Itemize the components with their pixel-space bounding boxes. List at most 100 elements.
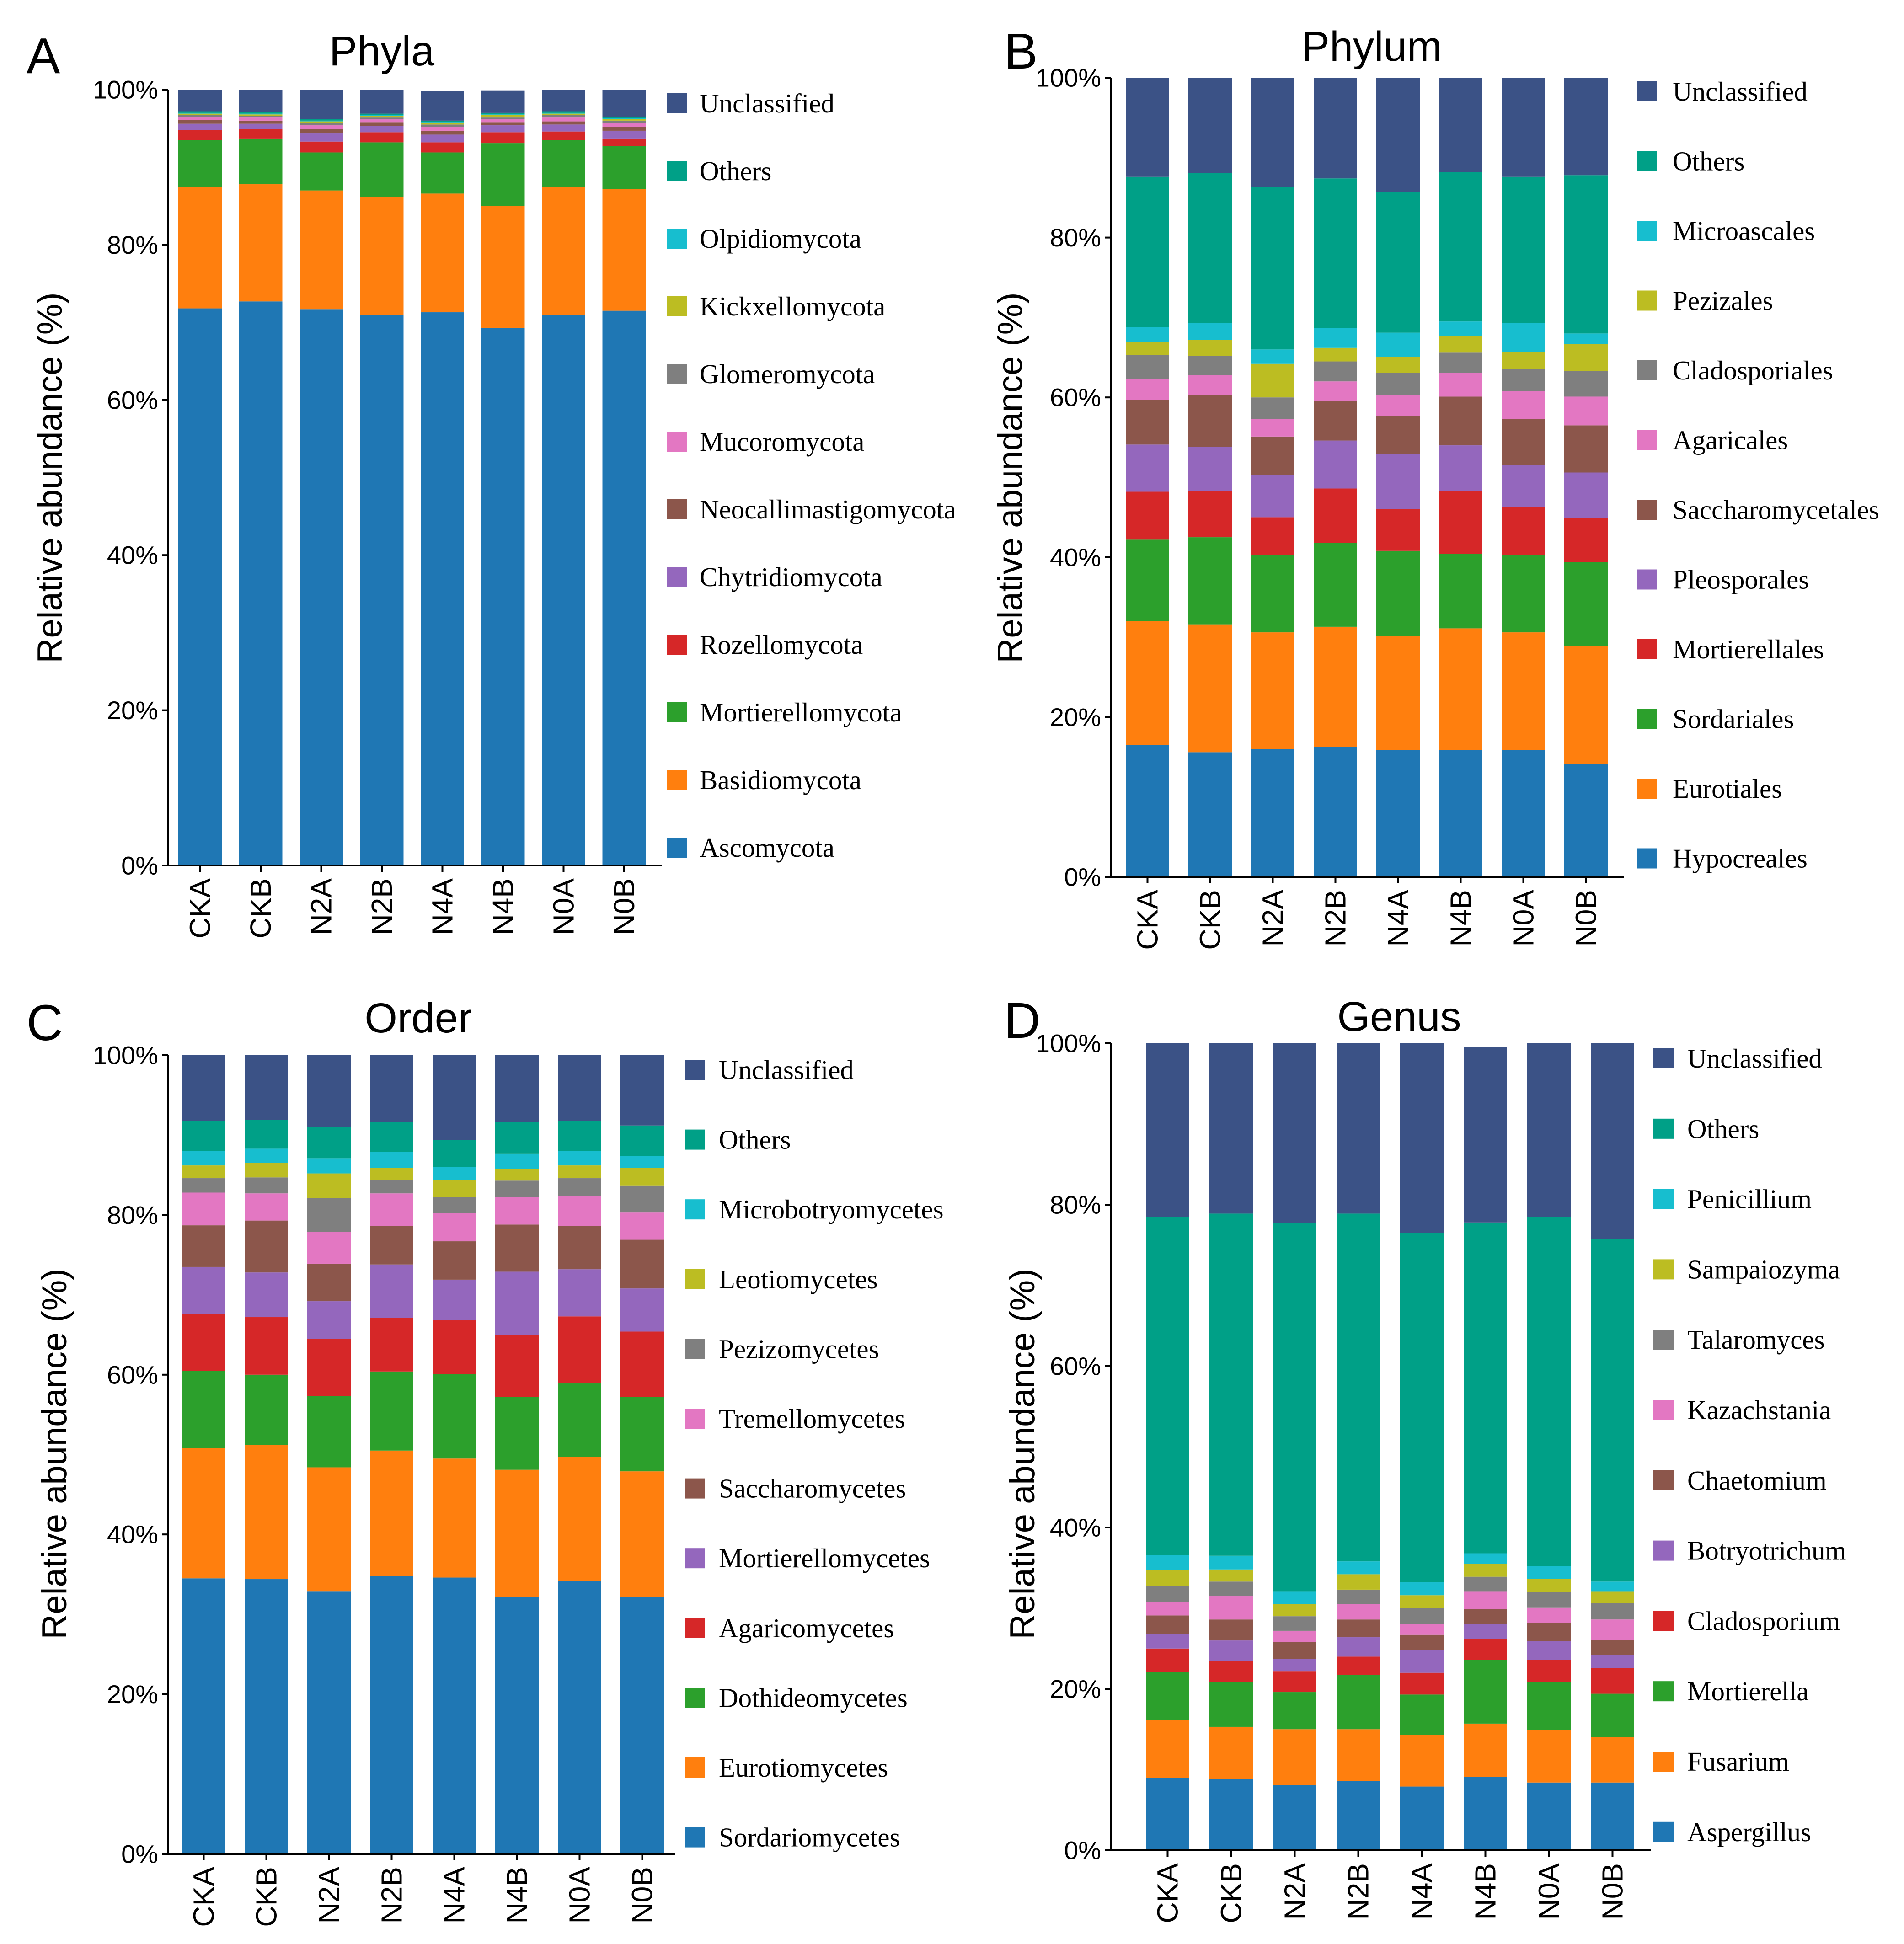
legend-label: Others xyxy=(1673,146,1744,176)
bar-segment-c-n0a-microbotryomycetes xyxy=(558,1151,601,1166)
bar-segment-c-n0a-dothideomycetes xyxy=(558,1383,601,1457)
bar-segment-b-cka-pleosporales xyxy=(1126,444,1169,492)
legend-label: Saccharomycetes xyxy=(719,1474,906,1504)
bar-segment-d-n2a-fusarium xyxy=(1273,1729,1316,1785)
bar-segment-a-ckb-ascomycota xyxy=(239,301,283,865)
bar-segment-a-n4a-rozellomycota xyxy=(421,142,464,153)
bar-segment-b-n2b-unclassified xyxy=(1314,78,1357,179)
bar-segment-b-n4a-saccharomycetales xyxy=(1376,416,1420,454)
panel-letter: B xyxy=(1004,23,1038,80)
bar-segment-d-n4b-kazachstania xyxy=(1464,1591,1507,1609)
bar-segment-a-n0a-kickxellomycota xyxy=(542,113,585,115)
legend-label: Botryotrichum xyxy=(1687,1536,1846,1566)
bar-segment-b-n0a-others xyxy=(1502,176,1545,323)
legend-swatch xyxy=(1637,430,1657,450)
bar-segment-d-n0b-chaetomium xyxy=(1591,1640,1634,1655)
bar-segment-b-ckb-mortierellales xyxy=(1188,491,1232,538)
bar-segment-d-n0b-kazachstania xyxy=(1591,1619,1634,1640)
bar-segment-b-n4b-saccharomycetales xyxy=(1439,396,1482,446)
bar-segment-b-n2b-eurotiales xyxy=(1314,626,1357,747)
bar-segment-c-ckb-saccharomycetes xyxy=(245,1220,288,1273)
legend-label: Saccharomycetales xyxy=(1673,495,1879,525)
legend-label: Ascomycota xyxy=(700,833,834,863)
bar-segment-c-n4b-dothideomycetes xyxy=(495,1397,539,1470)
bar-segment-d-n4b-fusarium xyxy=(1464,1723,1507,1777)
bar-segment-b-n4a-agaricales xyxy=(1376,395,1420,416)
y-tick-label: 100% xyxy=(93,1041,158,1070)
bar-segment-d-cka-unclassified xyxy=(1146,1043,1189,1217)
bar-segment-c-n0b-mortierellomycetes xyxy=(620,1288,664,1332)
bar-segment-b-n0b-pezizales xyxy=(1564,344,1608,371)
bars xyxy=(1146,1043,1634,1850)
bar-segment-d-n2a-unclassified xyxy=(1273,1043,1316,1223)
bar-segment-a-n4b-unclassified xyxy=(481,90,525,113)
bar-segment-a-n2b-unclassified xyxy=(360,90,404,114)
legend-label: Chaetomium xyxy=(1687,1465,1827,1495)
bar-segment-c-cka-mortierellomycetes xyxy=(182,1266,225,1314)
legend: Unclassified Others Olpidiomycota Kickxello… xyxy=(667,88,956,863)
bar-segment-a-n4a-basidiomycota xyxy=(421,193,464,313)
y-tick-label: 60% xyxy=(107,385,158,414)
bar-segment-c-n2a-mortierellomycetes xyxy=(307,1301,351,1339)
bar-segment-b-n2a-others xyxy=(1251,187,1294,350)
bar-segment-c-n0a-unclassified xyxy=(558,1055,601,1121)
legend-swatch xyxy=(1637,81,1657,101)
bar-segment-b-ckb-pezizales xyxy=(1188,340,1232,356)
bar-segment-d-n4b-unclassified xyxy=(1464,1047,1507,1223)
y-tick-label: 40% xyxy=(1050,543,1101,571)
bar-segment-c-ckb-sordariomycetes xyxy=(245,1579,288,1854)
bar-segment-b-ckb-saccharomycetales xyxy=(1188,395,1232,447)
bar-segment-b-n0a-cladosporiales xyxy=(1502,369,1545,391)
bar-segment-b-n0a-unclassified xyxy=(1502,78,1545,177)
legend-label: Unclassified xyxy=(700,88,834,118)
bar-segment-d-n2b-aspergillus xyxy=(1337,1781,1380,1850)
bar-segment-b-cka-saccharomycetales xyxy=(1126,400,1169,445)
legend-swatch xyxy=(1653,1681,1674,1702)
legend-swatch xyxy=(685,1199,705,1220)
bar-segment-b-cka-microascales xyxy=(1126,327,1169,342)
legend-swatch xyxy=(667,499,687,519)
bar-segment-a-n4a-mucoromycota xyxy=(421,127,464,131)
bar-segment-c-cka-unclassified xyxy=(182,1055,225,1121)
bar-segment-c-n0b-pezizomycetes xyxy=(620,1185,664,1213)
panel-c: C Order Relative abundance (%) CKA CKB N2A N2B… xyxy=(27,995,944,1927)
bar-segment-d-n4a-chaetomium xyxy=(1400,1634,1444,1650)
legend-swatch xyxy=(1653,1259,1674,1280)
panel-letter: A xyxy=(27,28,60,84)
legend-swatch xyxy=(1653,1540,1674,1561)
bar-segment-c-n0a-pezizomycetes xyxy=(558,1178,601,1196)
bar-segment-d-n2b-fusarium xyxy=(1337,1729,1380,1781)
bar-segment-a-n4a-glomeromycota xyxy=(421,124,464,127)
bar-segment-b-n2b-pezizales xyxy=(1314,347,1357,362)
bar-segment-d-n0a-others xyxy=(1527,1217,1571,1566)
bar-segment-b-cka-mortierellales xyxy=(1126,491,1169,540)
bar-segment-a-n2a-basidiomycota xyxy=(300,190,343,310)
legend-label: Sordariomycetes xyxy=(719,1822,900,1853)
legend-label: Microascales xyxy=(1673,216,1815,246)
bar-segment-c-ckb-leotiomycetes xyxy=(245,1163,288,1178)
bar-segment-d-n2b-botryotrichum xyxy=(1337,1637,1380,1657)
bar-segment-b-n2b-pleosporales xyxy=(1314,440,1357,489)
x-tick-label: N4A xyxy=(438,1867,471,1924)
legend-swatch xyxy=(1653,1470,1674,1490)
bar-segment-d-ckb-chaetomium xyxy=(1209,1619,1253,1641)
x-tick-label: N2A xyxy=(1278,1863,1311,1920)
x-tick-label: CKA xyxy=(1151,1863,1184,1923)
x-tick-label: N0B xyxy=(1596,1863,1629,1920)
bar-segment-c-n0b-microbotryomycetes xyxy=(620,1156,664,1168)
bar-segment-a-n2b-basidiomycota xyxy=(360,197,404,315)
y-tick-label: 80% xyxy=(107,1201,158,1229)
chart-title: Phylum xyxy=(1302,23,1442,70)
bar-segment-a-ckb-chytridiomycota xyxy=(239,123,283,129)
legend-label: Fusarium xyxy=(1687,1746,1789,1777)
bar-segment-a-n0b-kickxellomycota xyxy=(602,119,646,121)
x-tick-label: N2A xyxy=(313,1867,346,1924)
bar-segment-b-n0b-eurotiales xyxy=(1564,646,1608,764)
bar-segment-d-n0a-cladosporium xyxy=(1527,1660,1571,1682)
bar-segment-c-ckb-mortierellomycetes xyxy=(245,1272,288,1318)
bar-segment-b-n0a-pezizales xyxy=(1502,352,1545,369)
bar-segment-d-n0b-botryotrichum xyxy=(1591,1655,1634,1668)
bar-segment-d-n4b-aspergillus xyxy=(1464,1777,1507,1850)
bar-segment-d-ckb-fusarium xyxy=(1209,1726,1253,1779)
bar-segment-a-n2a-rozellomycota xyxy=(300,141,343,153)
